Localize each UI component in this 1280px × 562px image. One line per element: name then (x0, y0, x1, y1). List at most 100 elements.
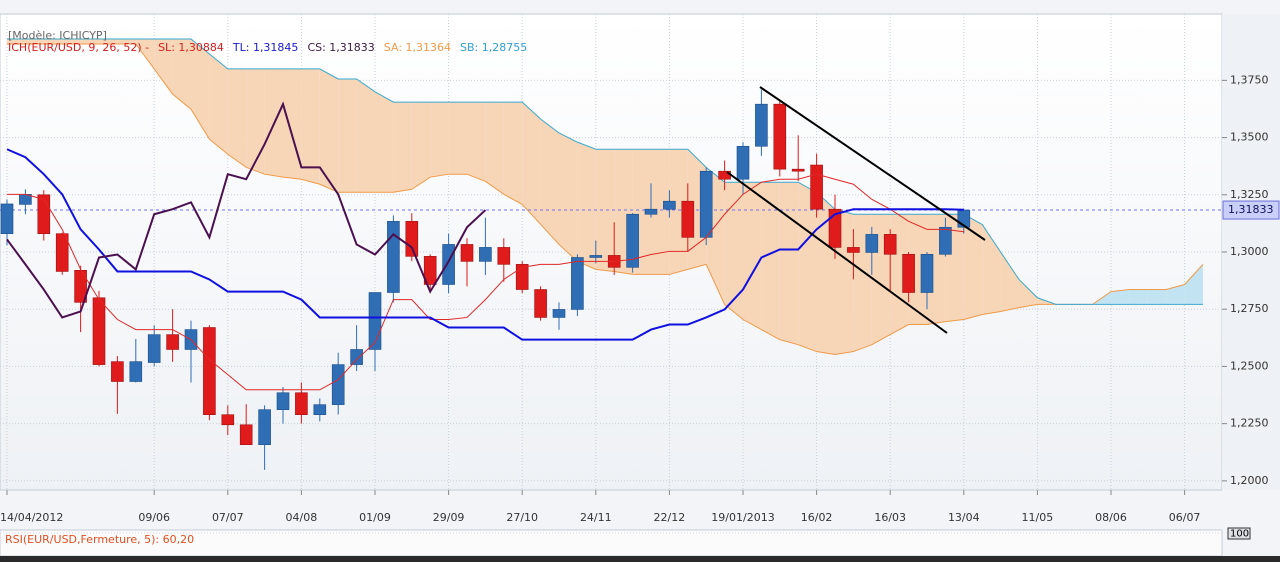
cloud-segment (1129, 289, 1148, 305)
cloud-segment (154, 38, 173, 95)
candle-body (147, 334, 161, 363)
candle-body (810, 164, 823, 210)
candle-body (221, 414, 235, 426)
candle-body (460, 244, 474, 262)
y-tick-label: 1,3250 (1230, 188, 1269, 201)
candle-body (497, 247, 511, 265)
cloud-segment (559, 133, 578, 262)
x-tick-label: 19/01/2013 (711, 511, 774, 524)
x-tick-label: 01/09 (359, 511, 391, 524)
candle-body (939, 226, 952, 255)
candle-body (773, 103, 787, 170)
candle-body (902, 253, 915, 293)
price-label: 1,31833 (1228, 203, 1274, 216)
candle-body (92, 297, 106, 365)
legend-entry: TL: 1,31845 (232, 41, 299, 54)
legend-entry: SB: 1,28755 (460, 41, 527, 54)
candle-body (0, 203, 14, 234)
cloud-segment (411, 102, 431, 190)
rsi-tick-label: 100 (1230, 529, 1249, 540)
cloud-segment (1184, 264, 1203, 305)
x-tick-label: 29/09 (433, 511, 465, 524)
legend-entry: SA: 1,31364 (384, 41, 451, 54)
legend-entry: SL: 1,30884 (158, 41, 224, 54)
trend-line (759, 86, 986, 241)
cloud-segment (80, 38, 99, 44)
chikou-line (6, 101, 487, 319)
cloud-segment (43, 38, 63, 44)
cloud-segment (1166, 284, 1185, 305)
x-tick-label: 14/04/2012 (0, 511, 63, 524)
x-tick-label: 13/04 (948, 511, 980, 524)
candle-body (129, 361, 143, 382)
candle-body (755, 103, 768, 147)
cloud-segment (356, 78, 375, 193)
candle-body (55, 233, 69, 272)
candle-body (534, 289, 547, 318)
x-tick-label: 11/05 (1022, 511, 1054, 524)
x-tick-label: 09/06 (138, 511, 170, 524)
candle-body (111, 361, 124, 382)
candle-body (203, 327, 216, 416)
cloud-segment (283, 68, 302, 180)
candle-body (479, 247, 492, 262)
cloud-segment (1019, 279, 1038, 308)
cloud-segment (982, 224, 1001, 315)
cloud-segment (485, 102, 504, 195)
candle-body (552, 309, 566, 318)
cloud-segment (448, 102, 467, 175)
cloud-segment (99, 38, 118, 44)
candle-body (515, 264, 529, 290)
x-tick-label: 16/02 (801, 511, 833, 524)
y-tick-label: 1,2250 (1230, 417, 1269, 430)
cloud-segment (338, 78, 357, 193)
x-tick-label: 04/08 (286, 511, 318, 524)
x-tick-label: 16/03 (874, 511, 906, 524)
x-tick-label: 24/11 (580, 511, 612, 524)
cloud-segment (577, 142, 596, 270)
cloud-segment (191, 38, 210, 140)
candle-body (699, 170, 713, 238)
kijun-line (6, 148, 964, 341)
candle-body (791, 168, 805, 172)
candle-body (258, 409, 271, 445)
x-tick-label: 06/07 (1169, 511, 1201, 524)
cloud-segment (540, 119, 559, 245)
legend-entry: ICH(EUR/USD, 9, 26, 52) - (8, 41, 149, 54)
candle-body (37, 194, 51, 234)
cloud-segment (319, 68, 339, 193)
model-label: [Modèle: ICHICYP] (8, 29, 107, 42)
cloud-segment (301, 68, 320, 185)
price-box (1222, 200, 1280, 220)
candle-body (920, 253, 934, 293)
trend-lines (726, 86, 986, 334)
candle-body (847, 247, 860, 253)
x-tick-label: 27/10 (506, 511, 538, 524)
cloud-segment (779, 182, 799, 345)
candle-body (295, 392, 308, 416)
candle-body (405, 221, 419, 257)
cloud-segment (25, 38, 44, 44)
candle-body (350, 349, 363, 365)
candle-body (166, 334, 179, 350)
cloud-segment (375, 91, 394, 193)
y-axis-area (1222, 14, 1280, 490)
candle-body (589, 255, 603, 258)
cloud-segment (1111, 289, 1130, 305)
candle-body (368, 292, 382, 350)
candle-body (626, 213, 639, 268)
legend-entry: CS: 1,31833 (307, 41, 374, 54)
cloud-segment (963, 214, 983, 320)
cloud-segment (7, 38, 26, 44)
candle-body (865, 234, 879, 253)
y-tick-label: 1,3000 (1230, 245, 1269, 258)
cloud-segment (209, 54, 228, 155)
candle-body (736, 145, 750, 180)
candle-body (828, 208, 842, 248)
cloud-segment (724, 182, 743, 320)
cloud-segment (172, 38, 191, 110)
y-tick-label: 1,2750 (1230, 302, 1269, 315)
cloud-segment (467, 102, 486, 182)
rsi-tick-box (1227, 527, 1251, 540)
candle-body (423, 256, 437, 285)
